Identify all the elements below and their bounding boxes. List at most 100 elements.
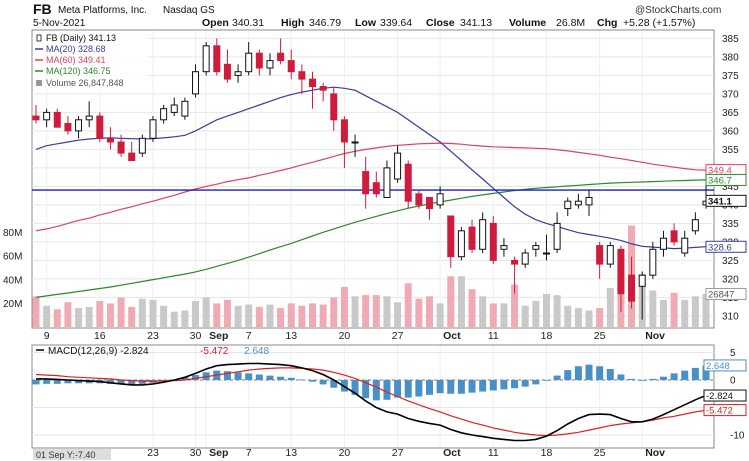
- macd-hist-bar: [457, 380, 465, 394]
- date-tick-label: 30: [190, 330, 202, 342]
- candle: [628, 256, 636, 309]
- volume-bar: [138, 298, 146, 327]
- candle: [691, 212, 699, 235]
- candle: [649, 241, 657, 279]
- macd-hist-bar: [553, 375, 561, 380]
- volume-bar: [298, 305, 306, 327]
- candle: [64, 116, 72, 135]
- volume-label: Volume: [509, 17, 546, 29]
- volume-bar: [542, 293, 550, 327]
- macd-date-tick-label: Nov: [645, 447, 665, 459]
- macd-value-tag-label: 2.648: [706, 361, 730, 372]
- macd-hist-bar: [383, 380, 391, 400]
- candle: [213, 38, 221, 76]
- macd-hist-bar: [532, 380, 540, 385]
- candle: [149, 116, 157, 142]
- macd-hist-bar: [670, 373, 678, 380]
- macd-hist-bar: [425, 380, 433, 395]
- volume-tag-label: 26847: [708, 289, 734, 300]
- volume-bar: [309, 303, 317, 327]
- legend-item-price: FB (Daily) 341.13: [36, 33, 116, 43]
- candle: [574, 193, 582, 209]
- price-legend-bg: [33, 31, 148, 89]
- signal-legend-label: -5.472: [200, 346, 229, 357]
- candle-body: [43, 111, 51, 121]
- candle: [585, 190, 593, 216]
- macd-date-tick-label: 13: [285, 447, 297, 459]
- candle-body: [298, 71, 306, 80]
- candle-body: [659, 237, 667, 250]
- candle: [181, 97, 189, 120]
- ma20-line: [35, 86, 707, 250]
- macd-hist-bar: [298, 379, 306, 381]
- macd-date-tick-label: 11: [488, 447, 499, 459]
- volume-bar: [319, 304, 327, 327]
- candle-body: [606, 245, 614, 265]
- hist-legend-label: 2.648: [244, 346, 269, 357]
- volume-bar: [53, 309, 61, 327]
- candlesticks: [32, 38, 710, 320]
- macd-lines: [35, 362, 707, 442]
- candle: [234, 64, 242, 83]
- candle: [32, 105, 40, 124]
- macd-hist-bar: [542, 380, 550, 381]
- date-tick-label: 25: [594, 330, 606, 342]
- candle-body: [277, 52, 285, 62]
- candle: [340, 116, 348, 168]
- price-tick-label: 385: [722, 34, 739, 45]
- candle-body: [75, 119, 83, 132]
- candle-body: [394, 152, 402, 180]
- price-tick-label: 380: [722, 52, 739, 63]
- candle-body: [564, 200, 572, 210]
- macd-hist-bar: [617, 374, 625, 380]
- candle-body: [106, 137, 114, 143]
- macd-date-tick-label: Oct: [443, 447, 461, 459]
- volume-bar: [96, 301, 104, 327]
- candle-body: [415, 193, 423, 206]
- macd-hist-bar: [64, 380, 72, 384]
- macd-hist-bar: [32, 380, 40, 385]
- candle-body: [372, 182, 380, 195]
- macd-tick-label: -10: [730, 431, 745, 442]
- open-label: Open: [202, 17, 229, 29]
- candle: [404, 160, 412, 209]
- candle-body: [404, 163, 412, 202]
- ma120-line: [35, 179, 707, 298]
- candle-body: [585, 197, 593, 206]
- candle-body: [596, 245, 604, 265]
- candle: [170, 97, 178, 117]
- candle-body: [362, 171, 370, 195]
- candle: [479, 212, 487, 253]
- volume-bar: [75, 308, 83, 327]
- volume-bar: [223, 299, 231, 327]
- candle: [202, 42, 210, 76]
- macd-hist-bar: [309, 380, 317, 382]
- price-tag-label: 349.4: [708, 166, 732, 177]
- candle-body: [479, 219, 487, 250]
- candle: [659, 230, 667, 257]
- macd-date-tick-label: 27: [392, 447, 404, 459]
- date-tick-label: 18: [541, 330, 553, 342]
- candle: [75, 116, 83, 139]
- volume-bar: [277, 308, 285, 327]
- date-label: 5-Nov-2021: [33, 18, 86, 29]
- chg-label: Chg: [597, 17, 617, 29]
- price-tick-label: 360: [722, 126, 739, 137]
- volume-bar: [234, 305, 242, 327]
- candle: [330, 86, 338, 131]
- candle: [372, 171, 380, 198]
- ohlc-summary: Open 340.31 High 346.79 Low 339.64 Close…: [202, 17, 695, 29]
- candle-body: [425, 197, 433, 210]
- ma60-line: [35, 142, 707, 232]
- volume-bar: [511, 284, 519, 327]
- candle: [128, 142, 136, 162]
- legend-label: MA(60) 349.41: [46, 55, 106, 65]
- candle-body: [245, 52, 253, 73]
- volume-bar: [32, 296, 40, 327]
- price-tick-label: 325: [722, 256, 739, 267]
- volume-bar: [585, 310, 593, 327]
- macd-hist-bar: [606, 369, 614, 380]
- macd-date-tick-label: 7: [246, 447, 252, 459]
- macd-hist-bar: [287, 377, 295, 380]
- volume-bar: [64, 302, 72, 327]
